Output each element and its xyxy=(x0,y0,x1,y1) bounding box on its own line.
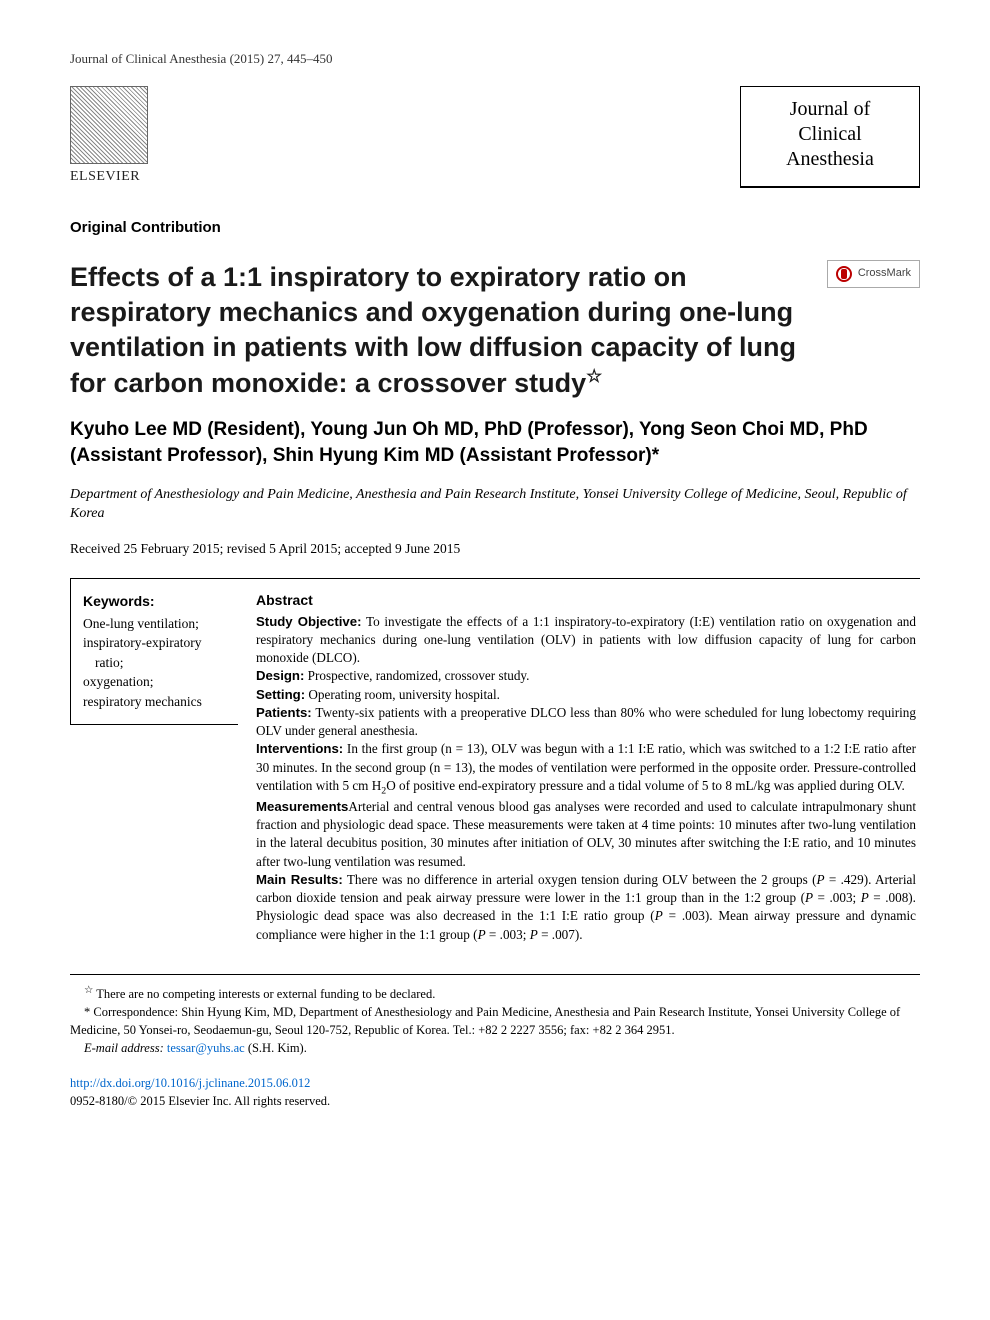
abstract-section: Keywords: One-lung ventilation; inspirat… xyxy=(70,578,920,947)
keyword-item: One-lung ventilation; xyxy=(83,614,226,634)
email-link[interactable]: tessar@yuhs.ac xyxy=(167,1041,245,1055)
article-dates: Received 25 February 2015; revised 5 Apr… xyxy=(70,540,920,558)
authors: Kyuho Lee MD (Resident), Young Jun Oh MD… xyxy=(70,417,920,468)
footnotes: ☆ There are no competing interests or ex… xyxy=(70,974,920,1058)
abstract-design: Design: Prospective, randomized, crossov… xyxy=(256,667,916,685)
journal-title-box: Journal of Clinical Anesthesia xyxy=(740,86,920,188)
email-label: E-mail address: xyxy=(84,1041,164,1055)
section-label: Original Contribution xyxy=(70,218,920,238)
keyword-item: ratio; xyxy=(83,653,226,673)
abstract-results: Main Results: There was no difference in… xyxy=(256,871,916,944)
publisher-name: ELSEVIER xyxy=(70,168,140,187)
footnote-correspondence: * Correspondence: Shin Hyung Kim, MD, De… xyxy=(70,1003,920,1039)
elsevier-tree-icon xyxy=(70,86,148,164)
abstract-heading: Abstract xyxy=(256,591,916,610)
affiliation: Department of Anesthesiology and Pain Me… xyxy=(70,486,920,524)
keywords-column: Keywords: One-lung ventilation; inspirat… xyxy=(70,578,238,724)
running-head: Journal of Clinical Anesthesia (2015) 27… xyxy=(70,50,920,68)
publisher-block: ELSEVIER xyxy=(70,86,148,187)
keyword-item: respiratory mechanics xyxy=(83,692,226,712)
copyright-line: 0952-8180/© 2015 Elsevier Inc. All right… xyxy=(70,1093,920,1111)
journal-line-2: Clinical xyxy=(761,122,899,147)
keyword-item: inspiratory-expiratory xyxy=(83,633,226,653)
article-title: Effects of a 1:1 inspiratory to expirato… xyxy=(70,260,807,401)
title-footnote-marker: ☆ xyxy=(586,366,602,386)
title-text: Effects of a 1:1 inspiratory to expirato… xyxy=(70,262,796,398)
abstract-objective: Study Objective: To investigate the effe… xyxy=(256,613,916,668)
abstract-interventions: Interventions: In the first group (n = 1… xyxy=(256,740,916,798)
header-row: ELSEVIER Journal of Clinical Anesthesia xyxy=(70,86,920,188)
abstract-column: Abstract Study Objective: To investigate… xyxy=(238,578,920,947)
abstract-patients: Patients: Twenty-six patients with a pre… xyxy=(256,704,916,740)
email-suffix: (S.H. Kim). xyxy=(245,1041,307,1055)
footnote-conflict: ☆ There are no competing interests or ex… xyxy=(70,983,920,1003)
abstract-measurements: MeasurementsArterial and central venous … xyxy=(256,798,916,871)
journal-line-1: Journal of xyxy=(761,97,899,122)
doi-block: http://dx.doi.org/10.1016/j.jclinane.201… xyxy=(70,1075,920,1110)
crossmark-icon xyxy=(836,266,852,282)
keywords-heading: Keywords: xyxy=(83,591,226,611)
footnote-email: E-mail address: tessar@yuhs.ac (S.H. Kim… xyxy=(70,1039,920,1057)
crossmark-button[interactable]: CrossMark xyxy=(827,260,920,288)
abstract-setting: Setting: Operating room, university hosp… xyxy=(256,686,916,704)
journal-line-3: Anesthesia xyxy=(761,147,899,172)
doi-link[interactable]: http://dx.doi.org/10.1016/j.jclinane.201… xyxy=(70,1076,310,1090)
title-row: Effects of a 1:1 inspiratory to expirato… xyxy=(70,260,920,401)
keyword-item: oxygenation; xyxy=(83,672,226,692)
crossmark-label: CrossMark xyxy=(858,266,911,281)
